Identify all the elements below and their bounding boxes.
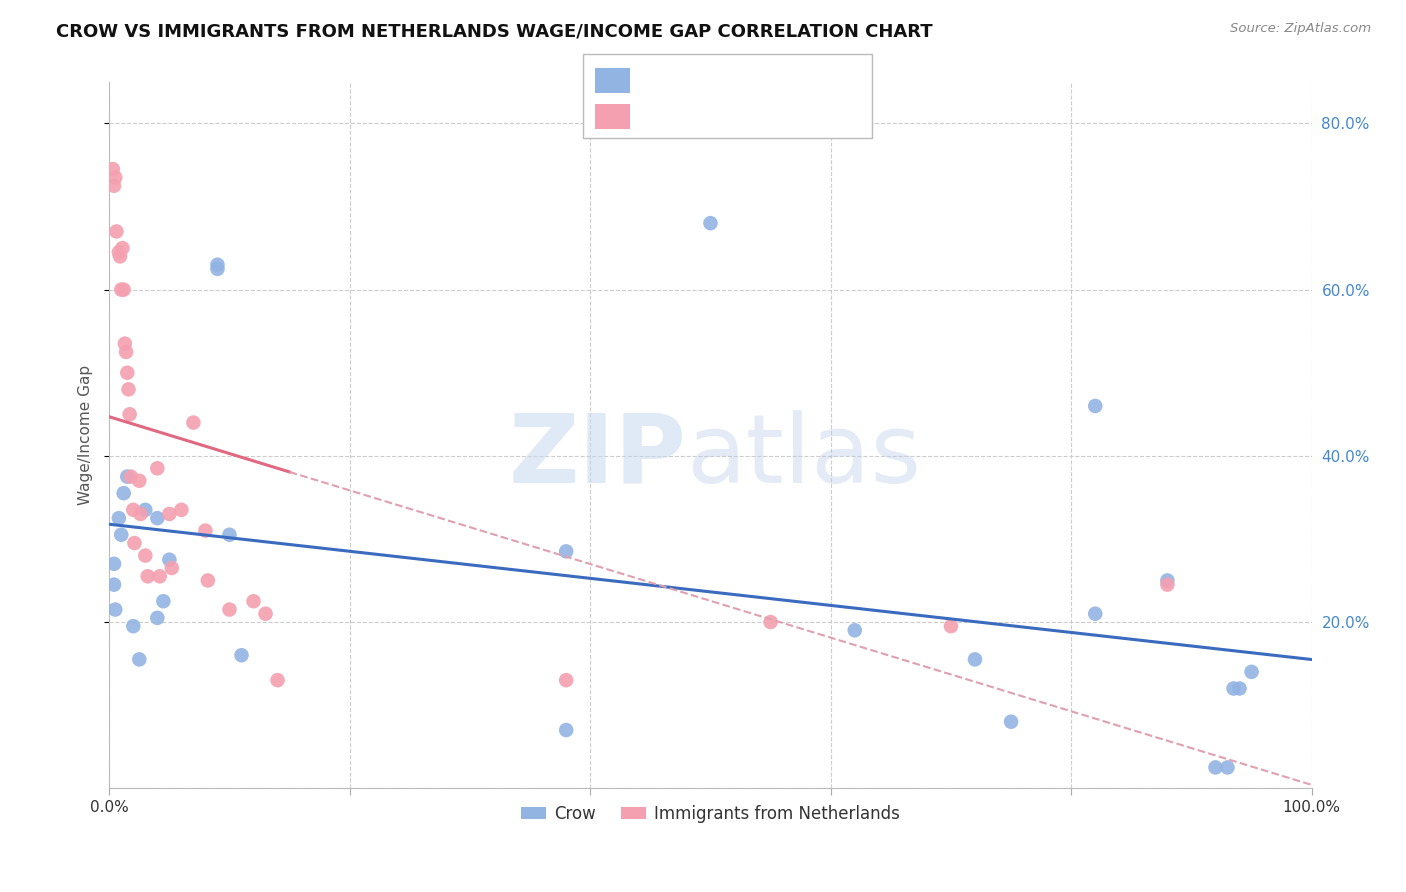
Point: [108, 245, 131, 260]
Point: [136, 569, 159, 583]
Point: [115, 345, 138, 359]
Point: [170, 503, 193, 517]
Text: CROW VS IMMIGRANTS FROM NETHERLANDS WAGE/INCOME GAP CORRELATION CHART: CROW VS IMMIGRANTS FROM NETHERLANDS WAGE…: [56, 22, 932, 40]
Point: [103, 178, 125, 193]
Legend: Crow, Immigrants from Netherlands: Crow, Immigrants from Netherlands: [515, 798, 907, 830]
Point: [157, 507, 180, 521]
Text: -0.271: -0.271: [681, 71, 740, 89]
Point: [1000, 714, 1022, 729]
Point: [1216, 760, 1239, 774]
Point: [114, 336, 136, 351]
Point: [207, 261, 229, 276]
Point: [149, 569, 172, 583]
Point: [117, 382, 139, 396]
Point: [197, 574, 219, 588]
Text: Source: ZipAtlas.com: Source: ZipAtlas.com: [1230, 22, 1371, 36]
Point: [266, 673, 288, 688]
Point: [160, 561, 183, 575]
Text: 32: 32: [793, 71, 817, 89]
Point: [1084, 607, 1107, 621]
Point: [128, 474, 150, 488]
Text: 0.106: 0.106: [681, 108, 738, 126]
Point: [103, 577, 125, 591]
Point: [110, 528, 132, 542]
Point: [152, 594, 174, 608]
Point: [108, 249, 131, 263]
Point: [963, 652, 986, 666]
Point: [110, 283, 132, 297]
Point: [146, 511, 169, 525]
Point: [844, 624, 866, 638]
Point: [759, 615, 782, 629]
Point: [1156, 574, 1178, 588]
Text: atlas: atlas: [686, 409, 921, 503]
Point: [122, 619, 145, 633]
Point: [120, 469, 142, 483]
Point: [183, 416, 205, 430]
Text: ZIP: ZIP: [509, 409, 686, 503]
Y-axis label: Wage/Income Gap: Wage/Income Gap: [79, 365, 93, 505]
Point: [146, 611, 169, 625]
Point: [128, 652, 150, 666]
Point: [1229, 681, 1251, 696]
Point: [218, 528, 240, 542]
Point: [157, 552, 180, 566]
Point: [1156, 577, 1178, 591]
Point: [242, 594, 264, 608]
Point: [122, 503, 145, 517]
Point: [112, 283, 135, 297]
Point: [108, 511, 131, 525]
Point: [105, 224, 128, 238]
Point: [1240, 665, 1263, 679]
Point: [112, 486, 135, 500]
Point: [117, 469, 139, 483]
Point: [699, 216, 721, 230]
Point: [104, 170, 127, 185]
Point: [555, 723, 578, 737]
Point: [103, 557, 125, 571]
Text: 37: 37: [793, 108, 817, 126]
Point: [555, 673, 578, 688]
Point: [134, 503, 156, 517]
Point: [146, 461, 169, 475]
Point: [207, 258, 229, 272]
Point: [1084, 399, 1107, 413]
Point: [939, 619, 962, 633]
Text: N =: N =: [747, 71, 794, 89]
Point: [231, 648, 253, 663]
Point: [118, 407, 141, 421]
Text: R =: R =: [641, 71, 678, 89]
Point: [134, 549, 156, 563]
Point: [111, 241, 134, 255]
Point: [1205, 760, 1227, 774]
Point: [254, 607, 277, 621]
Point: [218, 602, 240, 616]
Point: [1222, 681, 1244, 696]
Text: R =: R =: [641, 108, 678, 126]
Point: [117, 366, 139, 380]
Point: [194, 524, 217, 538]
Point: [101, 162, 124, 177]
Text: N =: N =: [747, 108, 794, 126]
Point: [555, 544, 578, 558]
Point: [104, 602, 127, 616]
Point: [129, 507, 152, 521]
Point: [124, 536, 146, 550]
